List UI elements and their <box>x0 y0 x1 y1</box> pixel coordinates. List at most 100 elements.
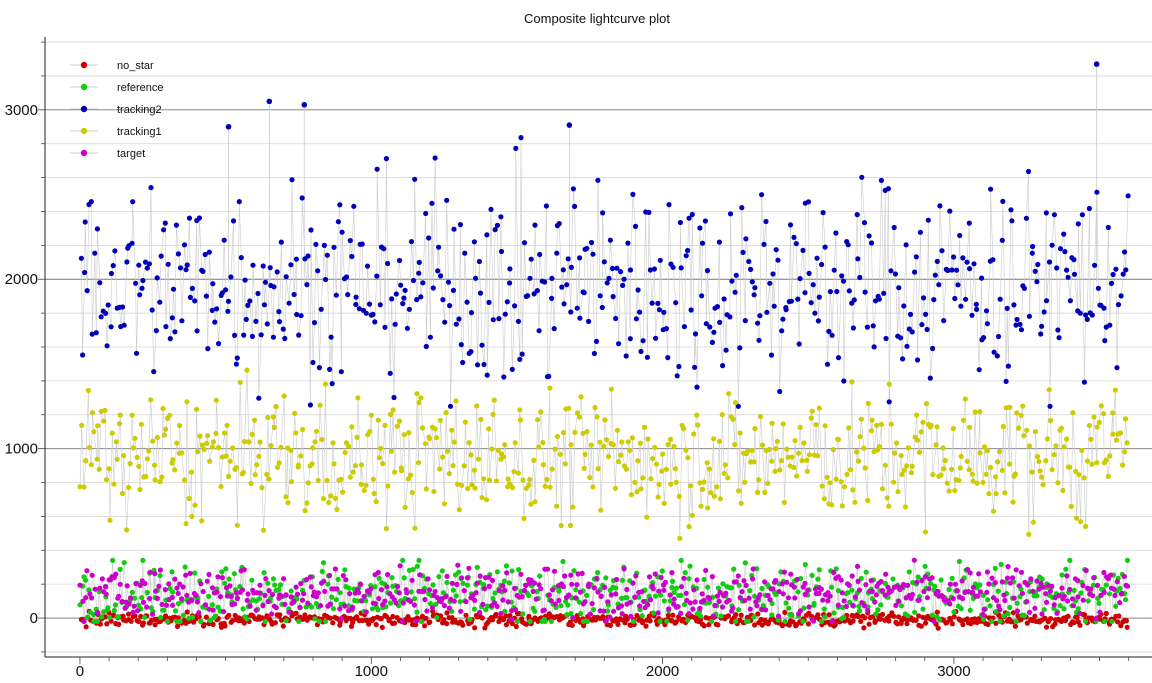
target-point <box>699 591 705 597</box>
tracking1-point <box>819 483 825 489</box>
tracking2-point <box>822 244 828 250</box>
target-point <box>690 606 696 612</box>
target-point <box>919 578 925 584</box>
tracking2-point <box>577 315 583 321</box>
tracking2-point <box>133 280 139 286</box>
tracking1-point <box>891 450 898 456</box>
no-star-point <box>278 617 285 623</box>
reference-point <box>501 578 507 584</box>
no-star-point <box>496 619 502 625</box>
tracking1-point <box>993 474 999 480</box>
reference-point <box>346 585 352 591</box>
tracking2-point <box>496 316 502 322</box>
tracking2-point <box>245 302 251 308</box>
tracking2-point <box>276 319 283 325</box>
target-point <box>375 569 381 576</box>
tracking2-point <box>84 288 90 294</box>
reference-point <box>769 612 775 618</box>
tracking1-point <box>254 462 260 468</box>
tracking1-point <box>107 517 113 523</box>
target-point <box>172 576 178 582</box>
reference-point <box>1083 618 1089 625</box>
reference-point <box>802 562 808 568</box>
no-star-point <box>960 622 966 628</box>
tracking2-point <box>278 239 284 245</box>
reference-point <box>905 613 911 619</box>
tracking2-point <box>802 290 808 296</box>
target-point <box>780 591 786 597</box>
tracking2-point <box>1065 274 1071 280</box>
reference-point <box>270 576 276 582</box>
tracking1-point <box>378 445 384 451</box>
tracking1-point <box>213 397 219 403</box>
reference-point <box>492 590 498 596</box>
target-point <box>97 585 103 591</box>
no-star-point <box>697 617 704 623</box>
target-point <box>827 593 833 599</box>
target-point <box>144 604 150 610</box>
target-point <box>746 595 752 601</box>
tracking1-point <box>1012 471 1019 477</box>
reference-point <box>288 588 294 594</box>
reference-point <box>821 606 827 612</box>
no-star-point <box>947 617 954 623</box>
tracking2-point <box>990 257 996 263</box>
tracking2-point <box>80 352 86 358</box>
tracking1-point <box>928 422 934 428</box>
reference-point <box>977 582 983 588</box>
reference-point <box>325 581 331 587</box>
reference-point <box>1075 606 1081 612</box>
tracking1-point <box>380 461 386 467</box>
tracking2-point <box>210 281 216 287</box>
tracking2-point <box>796 341 802 347</box>
tracking2-point <box>232 332 238 338</box>
reference-point <box>773 592 779 598</box>
target-point <box>244 597 250 604</box>
target-point <box>494 603 500 610</box>
tracking2-point <box>773 247 779 253</box>
target-point <box>759 607 765 613</box>
reference-point <box>1124 557 1131 564</box>
reference-point <box>987 603 993 609</box>
tracking1-line <box>79 370 1128 539</box>
tracking1-point <box>614 427 621 433</box>
target-point <box>228 594 234 600</box>
tracking1-point <box>966 467 972 473</box>
tracking2-point <box>139 285 145 291</box>
tracking1-point <box>1000 423 1007 430</box>
tracking1-point <box>981 444 988 450</box>
tracking2-point <box>699 240 706 246</box>
tracking2-point <box>177 265 184 271</box>
reference-point <box>729 585 735 591</box>
tracking1-point <box>295 462 301 468</box>
tracking2-point <box>638 348 644 355</box>
tracking1-point <box>879 486 886 492</box>
target-point <box>959 578 965 584</box>
tracking1-point <box>312 439 318 445</box>
target-point <box>327 601 333 607</box>
tracking1-point <box>248 480 254 486</box>
target-point <box>239 587 246 593</box>
tracking2-point <box>124 259 130 265</box>
tracking1-point <box>822 423 828 429</box>
reference-point <box>760 603 767 609</box>
target-point <box>781 569 788 575</box>
target-point <box>878 578 884 585</box>
legend-marker-tracking2 <box>80 105 88 113</box>
no-star-point <box>444 610 450 616</box>
tracking1-point <box>242 438 248 445</box>
target-point <box>227 583 233 589</box>
tracking2-point <box>861 220 868 226</box>
tracking1-point <box>174 440 180 446</box>
reference-point <box>678 557 684 564</box>
target-point <box>451 598 457 604</box>
tracking2-point <box>831 267 837 273</box>
target-point <box>869 588 875 595</box>
tracking1-point <box>401 432 407 438</box>
tracking2-point <box>746 258 752 265</box>
tracking1-point <box>1040 482 1046 488</box>
tracking2-point <box>919 322 925 328</box>
tracking1-point <box>632 479 638 485</box>
tracking2-point <box>627 267 634 273</box>
tracking1-point <box>117 421 123 427</box>
